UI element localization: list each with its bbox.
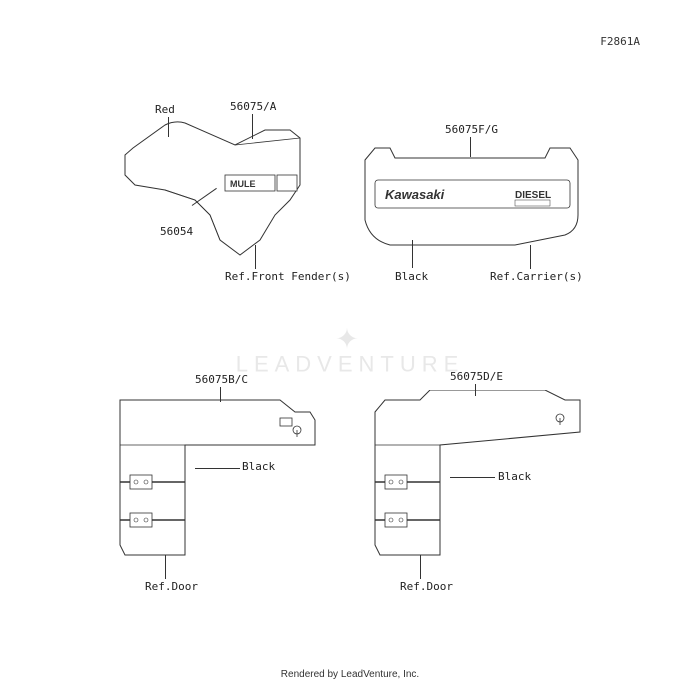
- leader-line: [165, 555, 166, 579]
- leader-line: [255, 245, 256, 269]
- door-right-color-label: Black: [498, 470, 531, 483]
- leader-line: [168, 117, 169, 137]
- door-right-top-part-label: 56075D/E: [450, 370, 503, 383]
- watermark-text: LEADVENTURE: [236, 352, 465, 377]
- door-left-top-part-label: 56075B/C: [195, 373, 248, 386]
- leader-line: [195, 468, 240, 469]
- watermark: ✦ LEADVENTURE: [236, 323, 465, 378]
- leader-line: [470, 137, 471, 157]
- door-left-ref-label: Ref.Door: [145, 580, 198, 593]
- leader-line: [420, 555, 421, 579]
- leader-line: [220, 387, 221, 402]
- svg-text:MULE: MULE: [230, 179, 256, 189]
- front-fender-bottom-part-label: 56054: [160, 225, 193, 238]
- carrier-color-label: Black: [395, 270, 428, 283]
- svg-text:Kawasaki: Kawasaki: [385, 187, 445, 202]
- svg-text:DIESEL: DIESEL: [515, 190, 551, 201]
- carrier-top-part-label: 56075F/G: [445, 123, 498, 136]
- carrier-ref-label: Ref.Carrier(s): [490, 270, 583, 283]
- front-fender-top-part-label: 56075/A: [230, 100, 276, 113]
- footer-credit: Rendered by LeadVenture, Inc.: [281, 669, 419, 680]
- front-fender-color-label: Red: [155, 103, 175, 116]
- front-fender-ref-label: Ref.Front Fender(s): [225, 270, 351, 283]
- diagram-code: F2861A: [600, 35, 640, 48]
- front-fender-outline: MULE: [115, 120, 305, 260]
- leader-line: [475, 384, 476, 396]
- leader-line: [412, 240, 413, 268]
- leader-line: [450, 477, 495, 478]
- door-left-outline: [115, 390, 320, 565]
- door-left-color-label: Black: [242, 460, 275, 473]
- door-right-ref-label: Ref.Door: [400, 580, 453, 593]
- watermark-flame-icon: ✦: [236, 323, 465, 356]
- leader-line: [252, 114, 253, 139]
- leader-line: [530, 245, 531, 269]
- carrier-outline: Kawasaki DIESEL: [360, 140, 585, 255]
